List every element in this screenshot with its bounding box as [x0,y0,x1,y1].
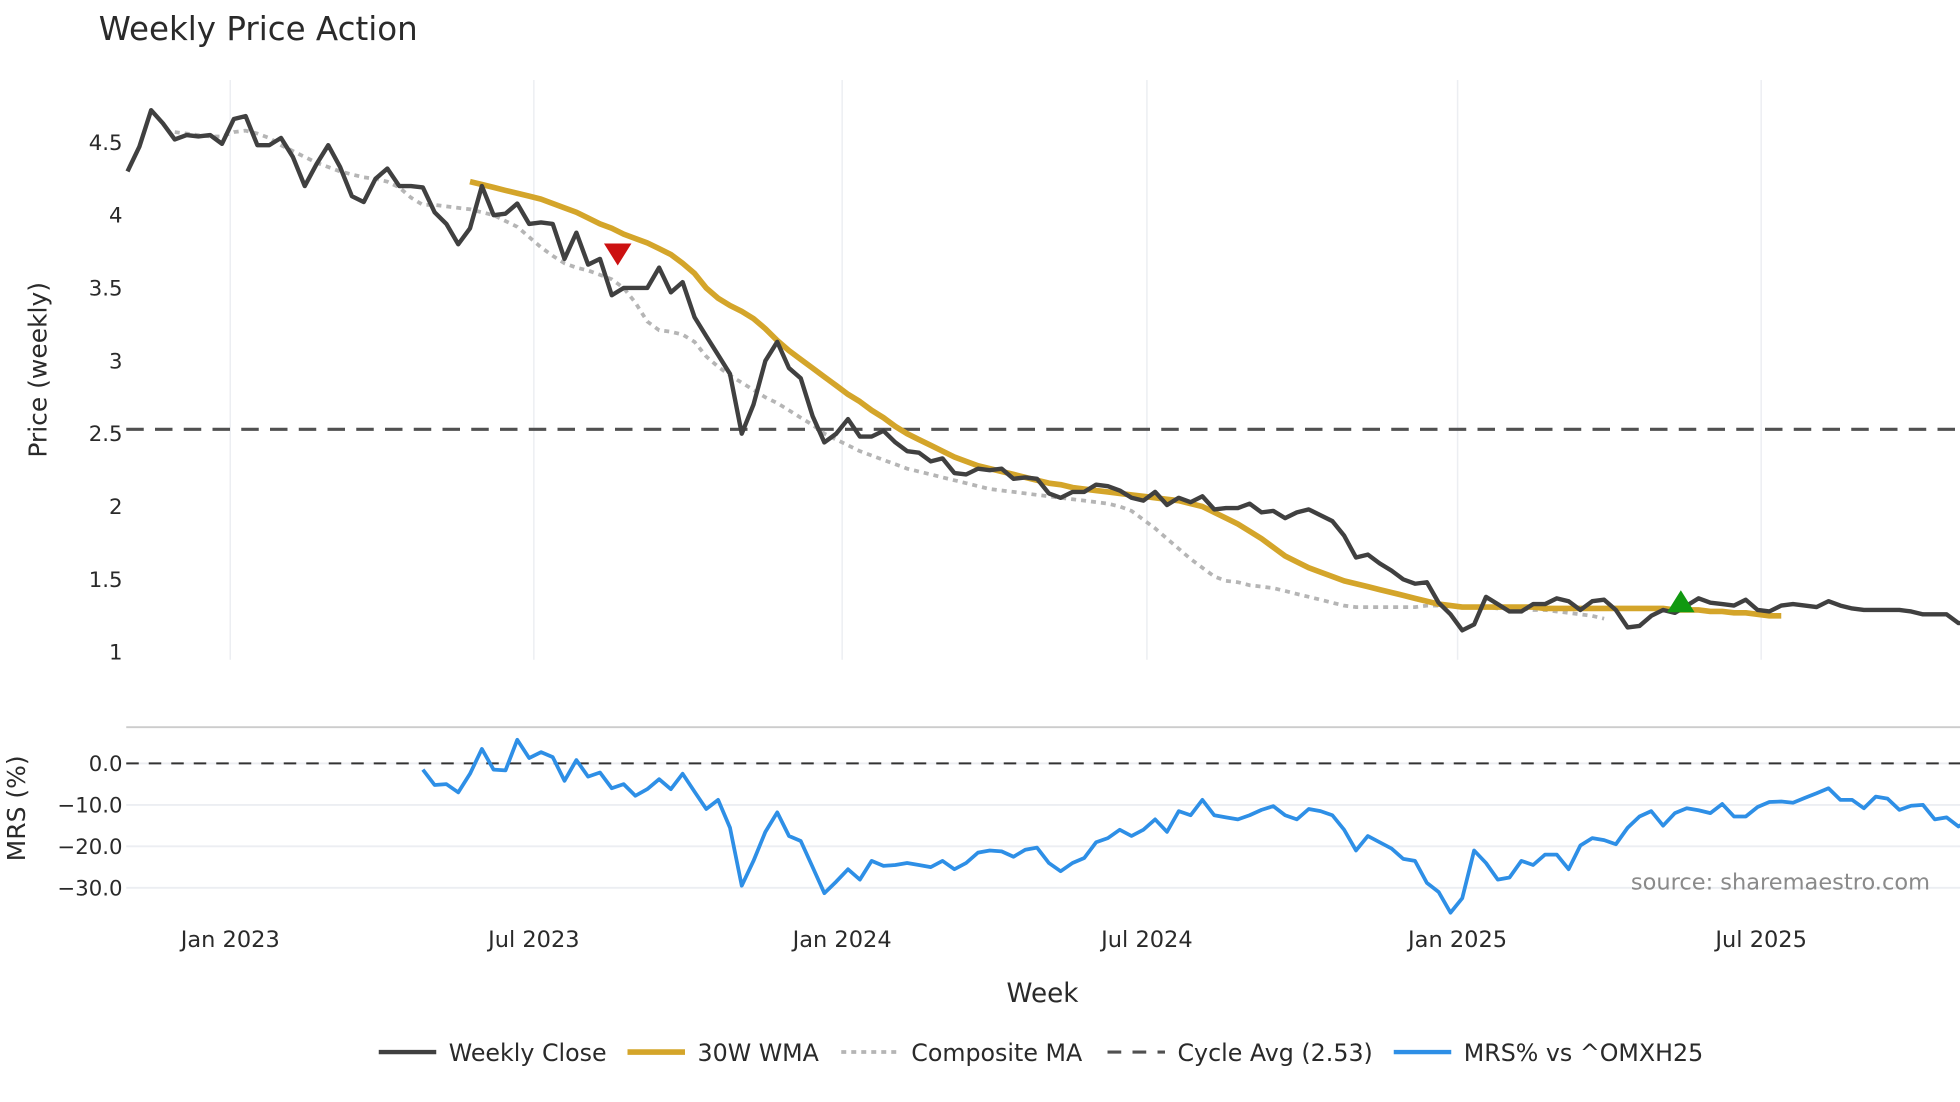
price-y-tick-labels: 1 1.5 2 2.5 3 3.5 4 4.5 [89,131,123,666]
signal-markers [603,243,1695,613]
x-tick-labels: Jan 2023 Jul 2023 Jan 2024 Jul 2024 Jan 2025… [179,927,1807,953]
x-tick: Jan 2024 [791,927,892,953]
legend-label-close: Weekly Close [449,1039,607,1067]
composite-ma-line [174,128,1605,621]
legend-label-mrs: MRS% vs ^OMXH25 [1464,1039,1704,1067]
buy-signal-marker [1667,590,1695,613]
legend-label-cycle: Cycle Avg (2.53) [1177,1039,1372,1067]
price-y-tick: 3 [109,349,123,374]
x-tick: Jul 2023 [486,927,580,953]
mrs-line [421,737,1960,915]
mrs-y-tick-labels: 0.0 −10.0 −20.0 −30.0 [57,752,122,901]
mrs-y-tick: −30.0 [57,876,122,901]
price-y-axis-label: Price (weekly) [23,282,52,458]
x-tick: Jan 2023 [179,927,280,953]
legend-label-wma: 30W WMA [698,1039,820,1067]
x-axis-label: Week [1007,979,1080,1009]
mrs-y-tick: −10.0 [57,793,122,818]
chart-title: Weekly Price Action [99,10,418,48]
mrs-y-axis-label: MRS (%) [2,755,31,861]
price-y-tick: 2 [109,495,123,520]
legend-label-composite: Composite MA [911,1039,1083,1067]
weekly-close-line [125,108,1960,633]
source-note: source: sharemaestro.com [1631,870,1930,896]
sell-signal-marker [603,243,632,266]
price-y-tick: 4.5 [89,131,123,156]
x-tick: Jul 2024 [1099,927,1193,953]
price-grid [229,79,1762,660]
price-y-tick: 4 [109,204,123,229]
x-tick: Jan 2025 [1406,927,1507,953]
price-y-tick: 3.5 [89,276,123,301]
mrs-y-tick: −20.0 [57,835,122,860]
price-y-tick: 1 [109,641,123,666]
mrs-grid [126,762,1960,889]
x-tick: Jul 2025 [1713,927,1807,953]
wma-30w-line [469,178,1782,619]
price-y-tick: 2.5 [89,422,123,447]
price-y-tick: 1.5 [89,568,123,593]
legend: Weekly Close 30W WMA Composite MA Cycle Avg… [378,1039,1704,1067]
mrs-y-tick: 0.0 [89,752,123,777]
